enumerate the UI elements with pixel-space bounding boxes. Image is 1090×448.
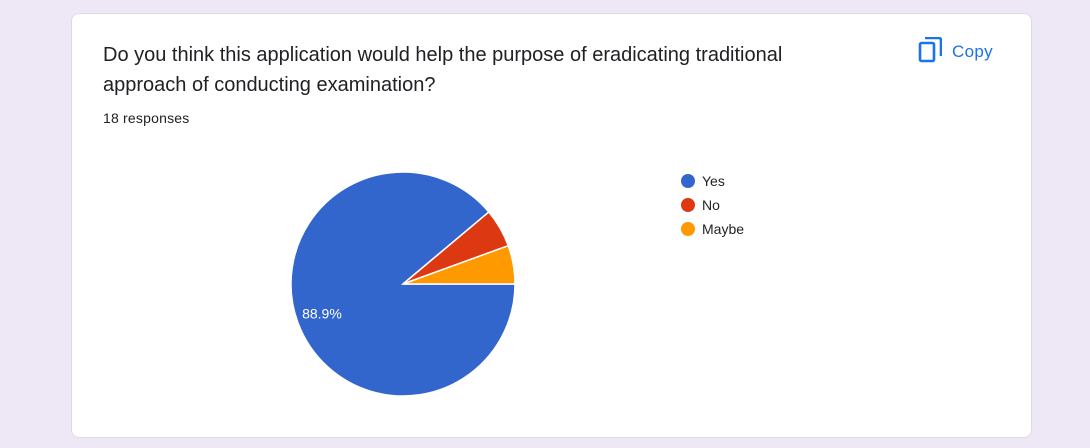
copy-button[interactable]: Copy	[910, 34, 1001, 70]
pie-slice-maybe	[402, 244, 516, 285]
legend-swatch-maybe	[681, 222, 695, 236]
legend-label-maybe: Maybe	[702, 221, 745, 237]
copy-button-label: Copy	[952, 42, 993, 61]
copy-icon	[918, 36, 943, 68]
legend-label-no: No	[702, 197, 720, 213]
chart-legend: Yes No Maybe	[681, 169, 744, 241]
legend-swatch-yes	[681, 174, 695, 188]
legend-label-yes: Yes	[702, 173, 725, 189]
legend-item-no: No	[681, 193, 744, 217]
question-card: Do you think this application would help…	[71, 13, 1032, 438]
question-title: Do you think this application would help…	[103, 44, 783, 96]
slice-label-yes: 88.9%	[302, 305, 342, 321]
legend-item-maybe: Maybe	[681, 217, 744, 241]
response-count: 18 responses	[103, 110, 190, 126]
pie-chart: 88.9%	[290, 171, 516, 397]
legend-swatch-no	[681, 198, 695, 212]
legend-item-yes: Yes	[681, 169, 744, 193]
